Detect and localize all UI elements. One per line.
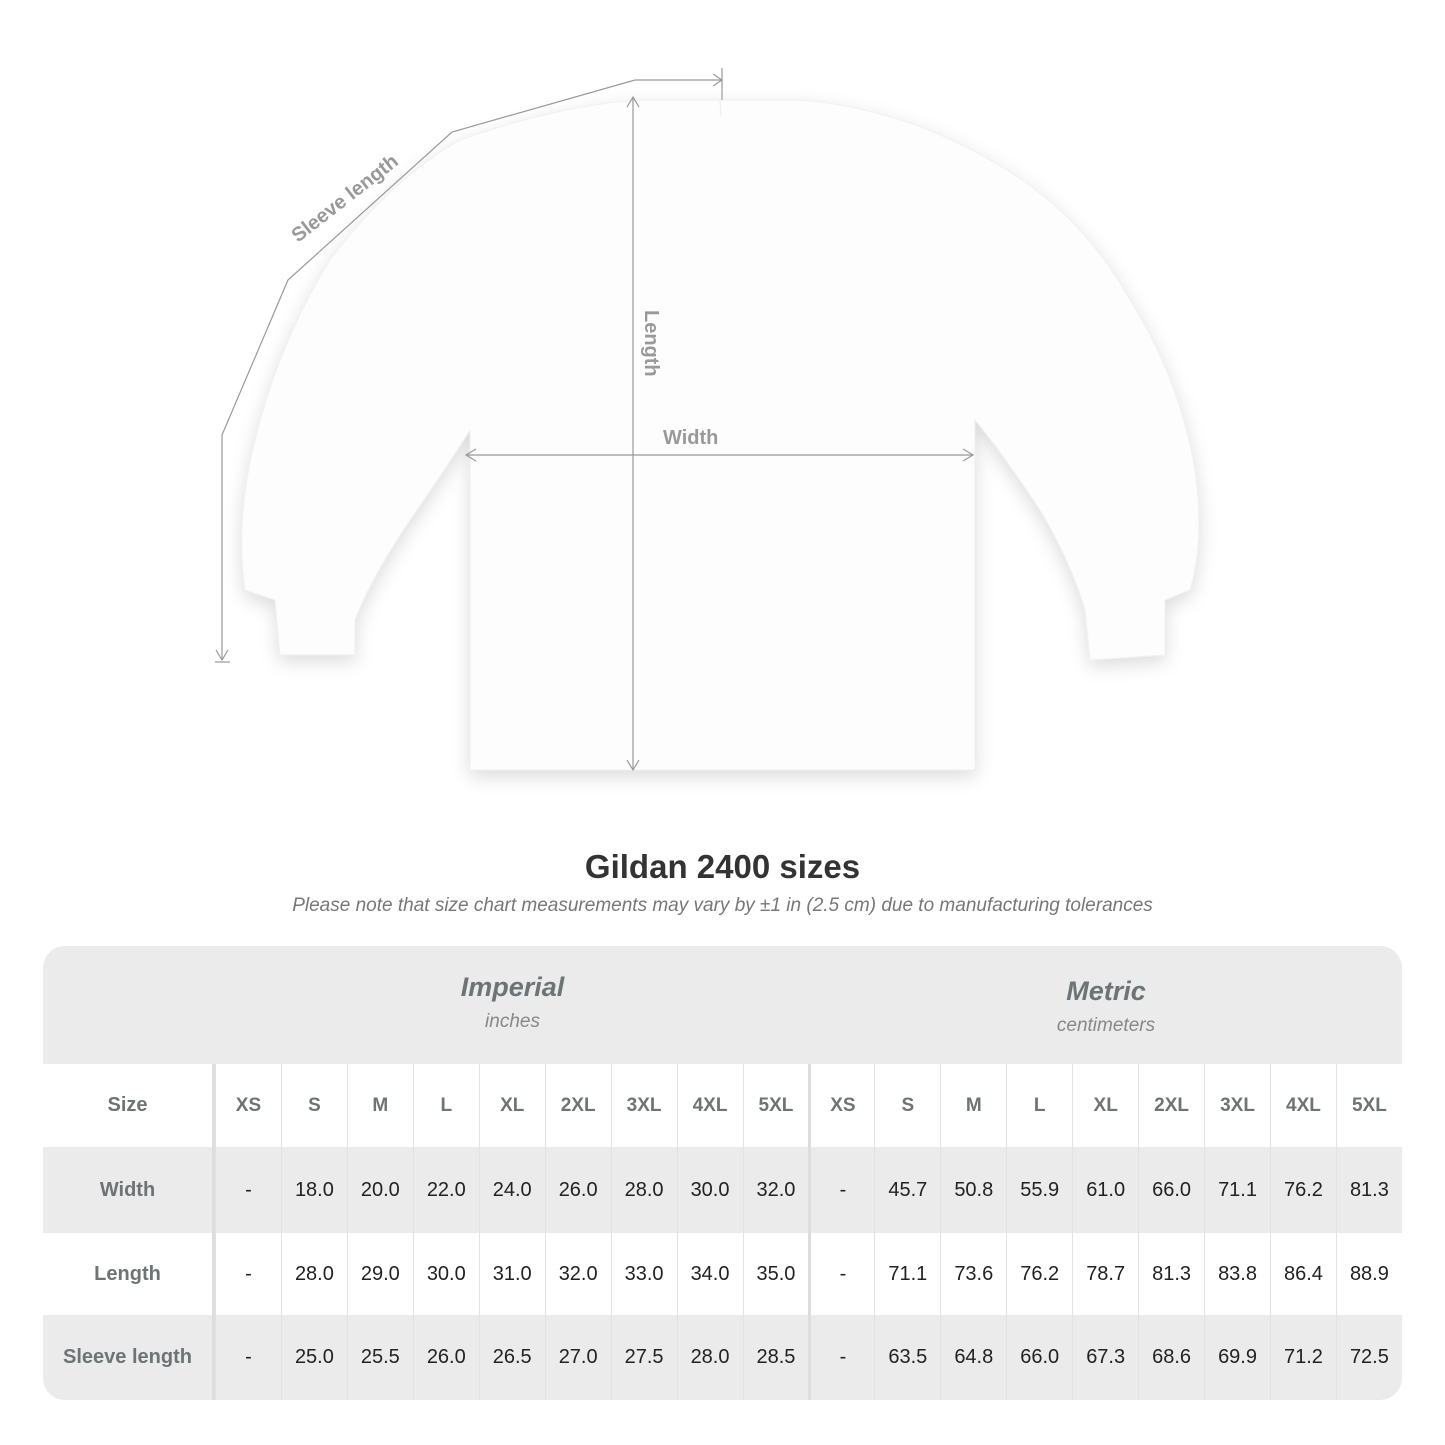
cell-imperial: -: [215, 1233, 281, 1315]
size-header-imperial: 4XL: [676, 1064, 743, 1147]
metric-unit: centimeters: [1056, 1015, 1156, 1036]
cell-imperial: 28.0: [676, 1315, 743, 1400]
cell-metric: 66.0: [1006, 1315, 1072, 1400]
metric-title: Metric: [1066, 976, 1146, 1006]
length-label: Length: [640, 310, 662, 377]
size-header-imperial: 2XL: [544, 1064, 611, 1147]
size-header-imperial: 5XL: [742, 1064, 809, 1147]
cell-metric: 68.6: [1138, 1315, 1204, 1400]
size-header-metric: 3XL: [1204, 1064, 1270, 1147]
cell-imperial: 30.0: [676, 1147, 743, 1233]
size-header-imperial: 3XL: [610, 1064, 677, 1147]
cell-metric: 55.9: [1006, 1147, 1072, 1233]
cell-metric: 50.8: [940, 1147, 1006, 1233]
cell-metric: 71.2: [1270, 1315, 1336, 1400]
cell-imperial: 26.0: [412, 1315, 479, 1400]
cell-metric: 45.7: [874, 1147, 940, 1233]
cell-metric: 76.2: [1006, 1233, 1072, 1315]
cell-metric: -: [808, 1233, 874, 1315]
cell-imperial: -: [215, 1315, 281, 1400]
cell-imperial: 27.0: [544, 1315, 611, 1400]
cell-metric: 72.5: [1335, 1315, 1402, 1400]
length-measure-line: [626, 95, 640, 772]
cell-imperial: 30.0: [412, 1233, 479, 1315]
size-header-metric: 4XL: [1270, 1064, 1336, 1147]
cell-imperial: 27.5: [610, 1315, 677, 1400]
cell-imperial: 33.0: [610, 1233, 677, 1315]
size-header-imperial: S: [280, 1064, 347, 1147]
size-header-row: Size XS S M L XL 2XL 3XL 4XL 5XL XS S M L XL 2XL 3XL 4XL 5…: [43, 1064, 1402, 1147]
cell-metric: 81.3: [1335, 1147, 1402, 1233]
cell-imperial: 18.0: [280, 1147, 347, 1233]
cell-imperial: 25.0: [280, 1315, 347, 1400]
cell-imperial: 25.5: [346, 1315, 413, 1400]
cell-imperial: 35.0: [742, 1233, 809, 1315]
cell-imperial: 26.5: [478, 1315, 545, 1400]
size-header-imperial: L: [412, 1064, 479, 1147]
size-header-imperial: XS: [215, 1064, 281, 1147]
shirt-diagram: Sleeve length Length Width: [215, 68, 1200, 772]
cell-metric: 76.2: [1270, 1147, 1336, 1233]
cell-metric: 69.9: [1204, 1315, 1270, 1400]
cell-metric: -: [808, 1147, 874, 1233]
imperial-header: Imperial inches: [215, 946, 810, 1064]
row-label: Sleeve length: [43, 1315, 215, 1400]
cell-imperial: 26.0: [544, 1147, 611, 1233]
cell-metric: 81.3: [1138, 1233, 1204, 1315]
cell-imperial: 34.0: [676, 1233, 743, 1315]
cell-metric: 88.9: [1335, 1233, 1402, 1315]
size-header-metric: 2XL: [1138, 1064, 1204, 1147]
size-header-imperial: XL: [478, 1064, 545, 1147]
cell-imperial: 28.5: [742, 1315, 809, 1400]
size-header-metric: L: [1006, 1064, 1072, 1147]
cell-metric: 71.1: [874, 1233, 940, 1315]
size-header-metric: 5XL: [1335, 1064, 1402, 1147]
cell-metric: -: [808, 1315, 874, 1400]
imperial-unit: inches: [485, 1011, 540, 1032]
cell-imperial: 20.0: [346, 1147, 413, 1233]
cell-metric: 67.3: [1072, 1315, 1138, 1400]
cell-imperial: 32.0: [742, 1147, 809, 1233]
size-table: Imperial inches Metric centimeters Size X…: [43, 946, 1402, 1400]
cell-metric: 64.8: [940, 1315, 1006, 1400]
size-header-imperial: M: [346, 1064, 413, 1147]
cell-metric: 71.1: [1204, 1147, 1270, 1233]
imperial-title: Imperial: [460, 972, 565, 1002]
width-label: Width: [663, 427, 718, 449]
cell-metric: 86.4: [1270, 1233, 1336, 1315]
cell-imperial: 32.0: [544, 1233, 611, 1315]
size-header-metric: S: [874, 1064, 940, 1147]
cell-metric: 63.5: [874, 1315, 940, 1400]
table-row: Length -28.0 29.0 30.0 31.0 32.0 33.0 34.0 35.0-…: [43, 1233, 1402, 1315]
row-label: Length: [43, 1233, 215, 1315]
cell-metric: 61.0: [1072, 1147, 1138, 1233]
cell-metric: 66.0: [1138, 1147, 1204, 1233]
cell-imperial: 29.0: [346, 1233, 413, 1315]
cell-metric: 78.7: [1072, 1233, 1138, 1315]
shirt-illustration: [241, 99, 1200, 771]
row-label: Width: [43, 1147, 215, 1233]
cell-imperial: 28.0: [610, 1147, 677, 1233]
cell-imperial: -: [215, 1147, 281, 1233]
system-header-band: [43, 946, 1402, 1064]
metric-header: Metric centimeters: [810, 946, 1402, 1064]
page-title: Gildan 2400 sizes: [584, 848, 861, 885]
table-row: Sleeve length -25.0 25.5 26.0 26.5 27.0 27.5 28…: [43, 1315, 1402, 1400]
cell-metric: 73.6: [940, 1233, 1006, 1315]
size-header-metric: XL: [1072, 1064, 1138, 1147]
size-header-metric: XS: [808, 1064, 874, 1147]
size-column-label: Size: [43, 1064, 215, 1147]
cell-imperial: 31.0: [478, 1233, 545, 1315]
table-row: Width -18.0 20.0 22.0 24.0 26.0 28.0 30.0 32.0-4…: [43, 1147, 1402, 1233]
cell-imperial: 22.0: [412, 1147, 479, 1233]
size-header-metric: M: [940, 1064, 1006, 1147]
width-measure-line: [464, 448, 975, 462]
tolerance-note: Please note that size chart measurements…: [292, 895, 1153, 916]
cell-metric: 83.8: [1204, 1233, 1270, 1315]
sleeve-measure-line: [215, 68, 724, 663]
cell-imperial: 28.0: [280, 1233, 347, 1315]
cell-imperial: 24.0: [478, 1147, 545, 1233]
